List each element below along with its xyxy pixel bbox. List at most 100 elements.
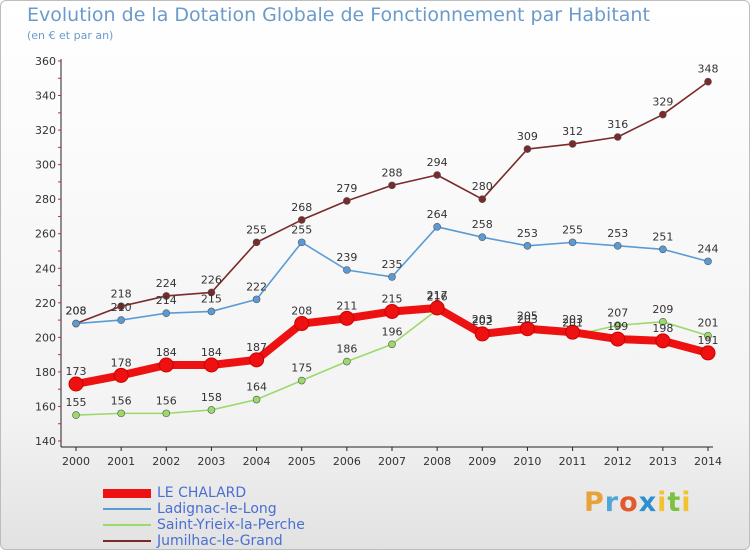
data-point-ladignac-le-long (613, 242, 622, 250)
data-point-jumilhac-le-grand (478, 195, 487, 203)
data-point-jumilhac-le-grand (704, 77, 712, 86)
data-label-jumilhac-le-grand: 348 (698, 63, 719, 76)
x-tick-label: 2004 (243, 455, 271, 468)
x-tick-label: 2000 (62, 455, 90, 468)
x-tick-label: 2008 (423, 455, 451, 468)
data-point-le-chalard (565, 324, 581, 340)
data-point-le-chalard (474, 326, 490, 342)
data-label-saint-yrieix-la-perche: 156 (111, 394, 132, 407)
legend-label-ladignac-le-long: Ladignac-le-Long (157, 501, 277, 517)
data-point-jumilhac-le-grand (162, 292, 171, 300)
data-point-saint-yrieix-la-perche (343, 357, 351, 366)
data-label-saint-yrieix-la-perche: 186 (336, 343, 357, 356)
data-label-jumilhac-le-grand: 312 (562, 125, 583, 138)
brand-letter: i (681, 487, 692, 518)
data-point-le-chalard (68, 376, 84, 392)
brand-letter: P (584, 487, 605, 518)
data-label-ladignac-le-long: 210 (111, 301, 132, 314)
data-point-ladignac-le-long (297, 238, 306, 247)
data-label-jumilhac-le-grand: 329 (652, 96, 673, 109)
data-point-ladignac-le-long (252, 295, 261, 304)
x-tick-label: 2005 (288, 455, 316, 468)
y-tick-label: 280 (35, 193, 56, 206)
data-label-jumilhac-le-grand: 288 (382, 166, 403, 179)
data-label-le-chalard: 187 (246, 341, 267, 354)
y-tick-label: 180 (35, 366, 56, 379)
data-label-saint-yrieix-la-perche: 203 (472, 313, 493, 326)
data-point-ladignac-le-long (433, 223, 441, 231)
data-point-ladignac-le-long (343, 266, 351, 274)
data-label-ladignac-le-long: 235 (382, 258, 403, 271)
data-point-le-chalard (384, 303, 400, 319)
data-label-le-chalard: 217 (427, 289, 448, 302)
data-point-le-chalard (294, 316, 310, 332)
data-point-jumilhac-le-grand (523, 145, 532, 153)
legend-swatch-le-chalard (103, 488, 151, 498)
data-label-ladignac-le-long: 253 (607, 227, 628, 240)
data-point-ladignac-le-long (72, 319, 80, 328)
data-label-le-chalard: 178 (111, 356, 132, 369)
data-point-le-chalard (655, 333, 671, 349)
data-label-jumilhac-le-grand: 268 (291, 201, 312, 214)
x-tick-label: 2011 (559, 455, 587, 468)
data-label-jumilhac-le-grand: 280 (472, 180, 493, 193)
data-label-saint-yrieix-la-perche: 201 (698, 317, 719, 330)
data-label-jumilhac-le-grand: 255 (246, 223, 267, 236)
legend-swatch-jumilhac-le-grand (103, 540, 151, 542)
data-label-jumilhac-le-grand: 309 (517, 130, 538, 143)
brand-letter: o (619, 487, 639, 518)
data-point-saint-yrieix-la-perche (297, 376, 306, 385)
data-label-saint-yrieix-la-perche: 156 (156, 394, 177, 407)
data-label-saint-yrieix-la-perche: 216 (427, 291, 448, 304)
data-point-ladignac-le-long (523, 242, 532, 250)
proxiti-logo: Proxiti (584, 487, 692, 518)
data-label-jumilhac-le-grand: 224 (156, 277, 177, 290)
data-point-saint-yrieix-la-perche (704, 331, 712, 340)
legend-item-saint-yrieix-la-perche: Saint-Yrieix-la-Perche (103, 517, 305, 533)
x-tick-label: 2003 (197, 455, 225, 468)
chart-subtitle: (en € et par an) (27, 29, 114, 42)
data-point-ladignac-le-long (207, 307, 216, 316)
legend-item-jumilhac-le-grand: Jumilhac-le-Grand (103, 533, 305, 549)
data-label-jumilhac-le-grand: 279 (336, 182, 357, 195)
data-point-saint-yrieix-la-perche (388, 340, 396, 349)
data-point-ladignac-le-long (568, 238, 577, 247)
data-point-jumilhac-le-grand (207, 288, 216, 297)
data-label-ladignac-le-long: 255 (291, 223, 312, 236)
data-point-saint-yrieix-la-perche (659, 318, 667, 326)
data-label-ladignac-le-long: 244 (698, 242, 719, 255)
brand-letter: x (638, 487, 658, 518)
data-label-saint-yrieix-la-perche: 203 (517, 313, 538, 326)
data-point-ladignac-le-long (659, 245, 667, 254)
data-point-saint-yrieix-la-perche (162, 409, 171, 418)
data-label-jumilhac-le-grand: 208 (66, 305, 87, 318)
y-tick-label: 240 (35, 262, 56, 275)
data-point-saint-yrieix-la-perche (117, 409, 125, 418)
data-label-ladignac-le-long: 215 (201, 292, 222, 305)
data-label-saint-yrieix-la-perche: 164 (246, 381, 267, 394)
data-point-ladignac-le-long (117, 316, 125, 324)
data-label-saint-yrieix-la-perche: 201 (562, 317, 583, 330)
data-point-saint-yrieix-la-perche (207, 406, 216, 414)
y-tick-label: 300 (35, 159, 56, 172)
data-point-jumilhac-le-grand (117, 302, 125, 311)
data-point-le-chalard (610, 331, 626, 347)
data-label-le-chalard: 215 (382, 292, 403, 305)
data-label-saint-yrieix-la-perche: 155 (66, 396, 87, 409)
data-label-le-chalard: 205 (517, 310, 538, 323)
data-label-ladignac-le-long: 214 (156, 294, 177, 307)
brand-letter: i (657, 487, 668, 518)
data-label-le-chalard: 199 (607, 320, 628, 333)
data-label-ladignac-le-long: 258 (472, 218, 493, 231)
data-point-ladignac-le-long (388, 273, 396, 281)
data-label-le-chalard: 211 (336, 299, 357, 312)
data-point-jumilhac-le-grand (613, 133, 622, 141)
data-point-le-chalard (700, 345, 716, 361)
data-label-ladignac-le-long: 264 (427, 208, 448, 221)
data-label-saint-yrieix-la-perche: 209 (652, 303, 673, 316)
data-point-le-chalard (113, 367, 129, 383)
legend-label-le-chalard: LE CHALARD (157, 485, 247, 501)
data-label-le-chalard: 173 (66, 365, 87, 378)
data-point-le-chalard (429, 300, 445, 316)
